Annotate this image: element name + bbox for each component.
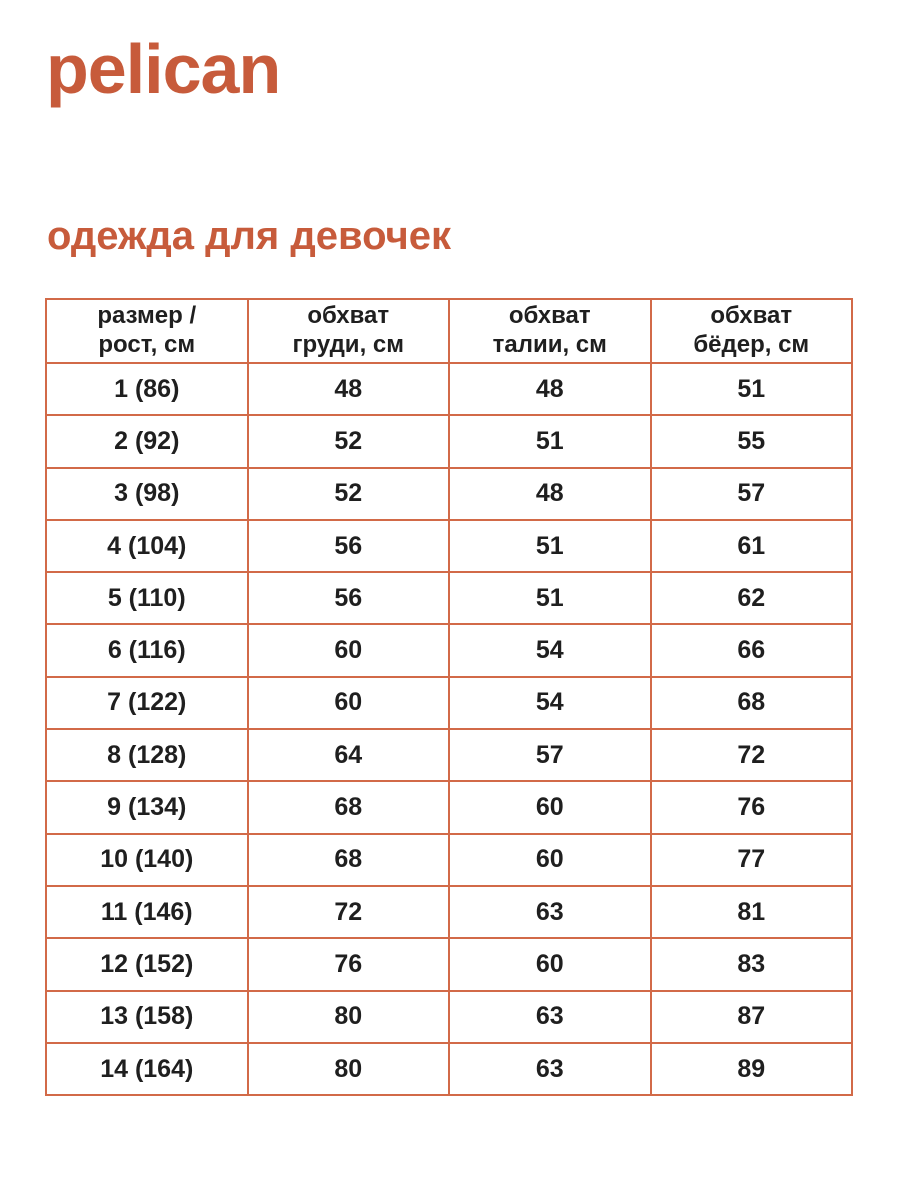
measurement-cell: 57 [649,466,853,521]
measurement-cell: 48 [448,466,652,521]
measurement-cell: 80 [246,1041,450,1097]
measurement-cell: 54 [448,623,652,678]
size-cell: 8 (128) [45,728,249,783]
table-row: 1 (86) 48 48 51 [45,361,853,417]
table-row: 6 (116) 60 54 66 [45,623,853,678]
table-row: 12 (152) 76 60 83 [45,937,853,992]
table-row: 8 (128) 64 57 72 [45,728,853,783]
measurement-cell: 77 [649,832,853,887]
table-body: 1 (86) 48 48 51 2 (92) 52 51 55 3 (98) 52 48 57 4 (1… [45,361,853,1097]
table-row: 13 (158) 80 63 87 [45,989,853,1044]
table-row: 5 (110) 56 51 62 [45,571,853,626]
measurement-cell: 87 [649,989,853,1044]
size-cell: 5 (110) [45,571,249,626]
size-cell: 13 (158) [45,989,249,1044]
header-label-line: рост, см [98,331,196,358]
size-cell: 6 (116) [45,623,249,678]
measurement-cell: 60 [448,780,652,835]
page-title: одежда для девочек [47,214,452,258]
measurement-cell: 72 [246,884,450,940]
measurement-cell: 48 [246,361,450,417]
measurement-cell: 48 [448,361,652,417]
table-row: 11 (146) 72 63 81 [45,884,853,940]
size-cell: 9 (134) [45,780,249,835]
measurement-cell: 72 [649,728,853,783]
size-cell: 14 (164) [45,1041,249,1097]
size-cell: 12 (152) [45,937,249,992]
table-row: 7 (122) 60 54 68 [45,675,853,731]
measurement-cell: 68 [246,780,450,835]
header-label-line: размер / [97,302,197,330]
size-chart-table: размер / рост, см обхват груди, см обхва… [45,298,853,1097]
column-header-waist: обхват талии, см [448,298,652,364]
header-label-line: обхват [307,302,390,330]
size-cell: 2 (92) [45,414,249,469]
measurement-cell: 76 [649,780,853,835]
measurement-cell: 52 [246,414,450,469]
measurement-cell: 63 [448,1041,652,1097]
measurement-cell: 57 [448,728,652,783]
pelican-logo: pelican [46,30,281,108]
measurement-cell: 60 [246,675,450,731]
size-cell: 10 (140) [45,832,249,887]
measurement-cell: 56 [246,518,450,574]
measurement-cell: 89 [649,1041,853,1097]
header-label-line: груди, см [292,331,404,358]
measurement-cell: 51 [448,414,652,469]
measurement-cell: 54 [448,675,652,731]
measurement-cell: 68 [649,675,853,731]
measurement-cell: 83 [649,937,853,992]
header-label-line: обхват [710,302,793,330]
measurement-cell: 63 [448,884,652,940]
measurement-cell: 60 [448,832,652,887]
table-row: 2 (92) 52 51 55 [45,414,853,469]
measurement-cell: 68 [246,832,450,887]
measurement-cell: 62 [649,571,853,626]
table-header-row: размер / рост, см обхват груди, см обхва… [45,298,853,364]
measurement-cell: 60 [246,623,450,678]
measurement-cell: 64 [246,728,450,783]
measurement-cell: 51 [448,518,652,574]
table-row: 4 (104) 56 51 61 [45,518,853,574]
measurement-cell: 80 [246,989,450,1044]
measurement-cell: 55 [649,414,853,469]
measurement-cell: 56 [246,571,450,626]
size-cell: 3 (98) [45,466,249,521]
measurement-cell: 52 [246,466,450,521]
header-label-line: бёдер, см [693,331,810,358]
column-header-size-height: размер / рост, см [45,298,249,364]
header-label-line: обхват [508,302,591,330]
table-row: 14 (164) 80 63 89 [45,1041,853,1097]
size-cell: 4 (104) [45,518,249,574]
size-cell: 7 (122) [45,675,249,731]
measurement-cell: 81 [649,884,853,940]
measurement-cell: 51 [649,361,853,417]
measurement-cell: 61 [649,518,853,574]
size-cell: 1 (86) [45,361,249,417]
size-cell: 11 (146) [45,884,249,940]
header-label-line: талии, см [492,331,607,358]
table-row: 3 (98) 52 48 57 [45,466,853,521]
measurement-cell: 51 [448,571,652,626]
table-row: 9 (134) 68 60 76 [45,780,853,835]
measurement-cell: 60 [448,937,652,992]
column-header-chest: обхват груди, см [246,298,450,364]
measurement-cell: 66 [649,623,853,678]
table-row: 10 (140) 68 60 77 [45,832,853,887]
column-header-hips: обхват бёдер, см [649,298,853,364]
measurement-cell: 76 [246,937,450,992]
measurement-cell: 63 [448,989,652,1044]
